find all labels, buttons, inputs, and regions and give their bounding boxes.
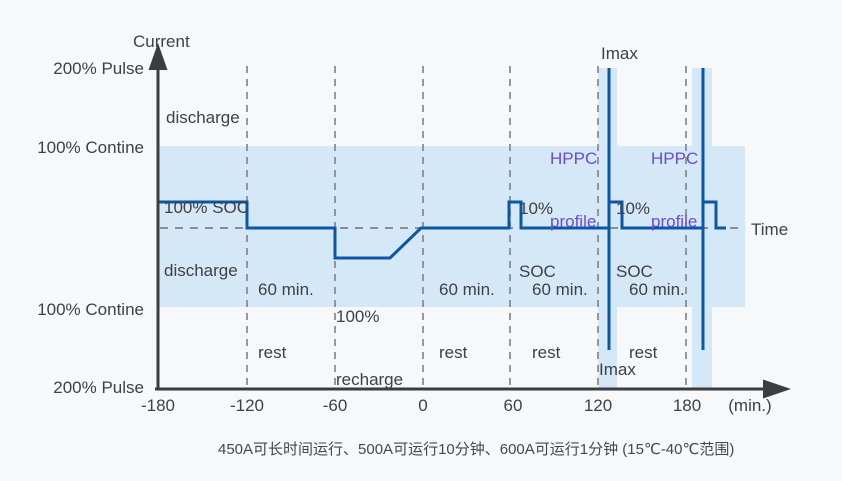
tick-minus-180: -180 — [140, 396, 176, 415]
current-profile-waveform — [158, 68, 726, 350]
tick-60: 60 — [503, 396, 523, 415]
y-axis-arrow-icon — [148, 43, 168, 70]
tick-minus-120: -120 — [229, 396, 265, 415]
level-200-pulse-bottom: 200% Pulse — [53, 378, 144, 397]
recharge-label: 100% recharge — [336, 307, 404, 389]
x-axis-unit: (min.) — [728, 396, 772, 415]
tick-0: 0 — [418, 396, 428, 415]
discharge-label: discharge — [166, 108, 240, 127]
tick-minus-60: -60 — [322, 396, 348, 415]
imax-bottom-label: Imax — [599, 360, 636, 379]
rest-label-2: 60 min. rest — [439, 280, 495, 362]
waveform-main-segment — [158, 200, 609, 260]
operating-limits-caption: 450A可长时间运行、500A可运行10分钟、600A可运行1分钟 (15℃-4… — [218, 441, 735, 458]
waveform-mid-segment — [609, 200, 703, 230]
imax-top-label: Imax — [601, 44, 638, 63]
full-soc-discharge-label: 100% SOC discharge — [164, 198, 250, 280]
axes — [155, 56, 770, 391]
hppc-profile-label-1: HPPC profile — [550, 149, 598, 231]
soc-10-label-1: 10% SOC — [519, 199, 556, 281]
tick-120: 120 — [583, 396, 613, 415]
x-axis-arrow-icon — [763, 379, 791, 399]
level-100-contine-bottom: 100% Contine — [37, 300, 144, 319]
waveform-end-segment — [703, 200, 726, 230]
rest-label-3: 60 min. rest — [532, 280, 588, 362]
level-200-pulse-top: 200% Pulse — [53, 59, 144, 78]
rest-label-1: 60 min. rest — [258, 280, 314, 362]
y-axis-title: Current — [133, 32, 190, 51]
x-axis-title: Time — [751, 220, 789, 239]
level-100-contine-top: 100% Contine — [37, 138, 144, 157]
tick-180: 180 — [672, 396, 702, 415]
soc-10-label-2: 10% SOC — [616, 199, 653, 281]
hppc-profile-label-2: HPPC profile — [651, 149, 699, 231]
rest-label-4: 60 min. rest — [629, 280, 685, 362]
